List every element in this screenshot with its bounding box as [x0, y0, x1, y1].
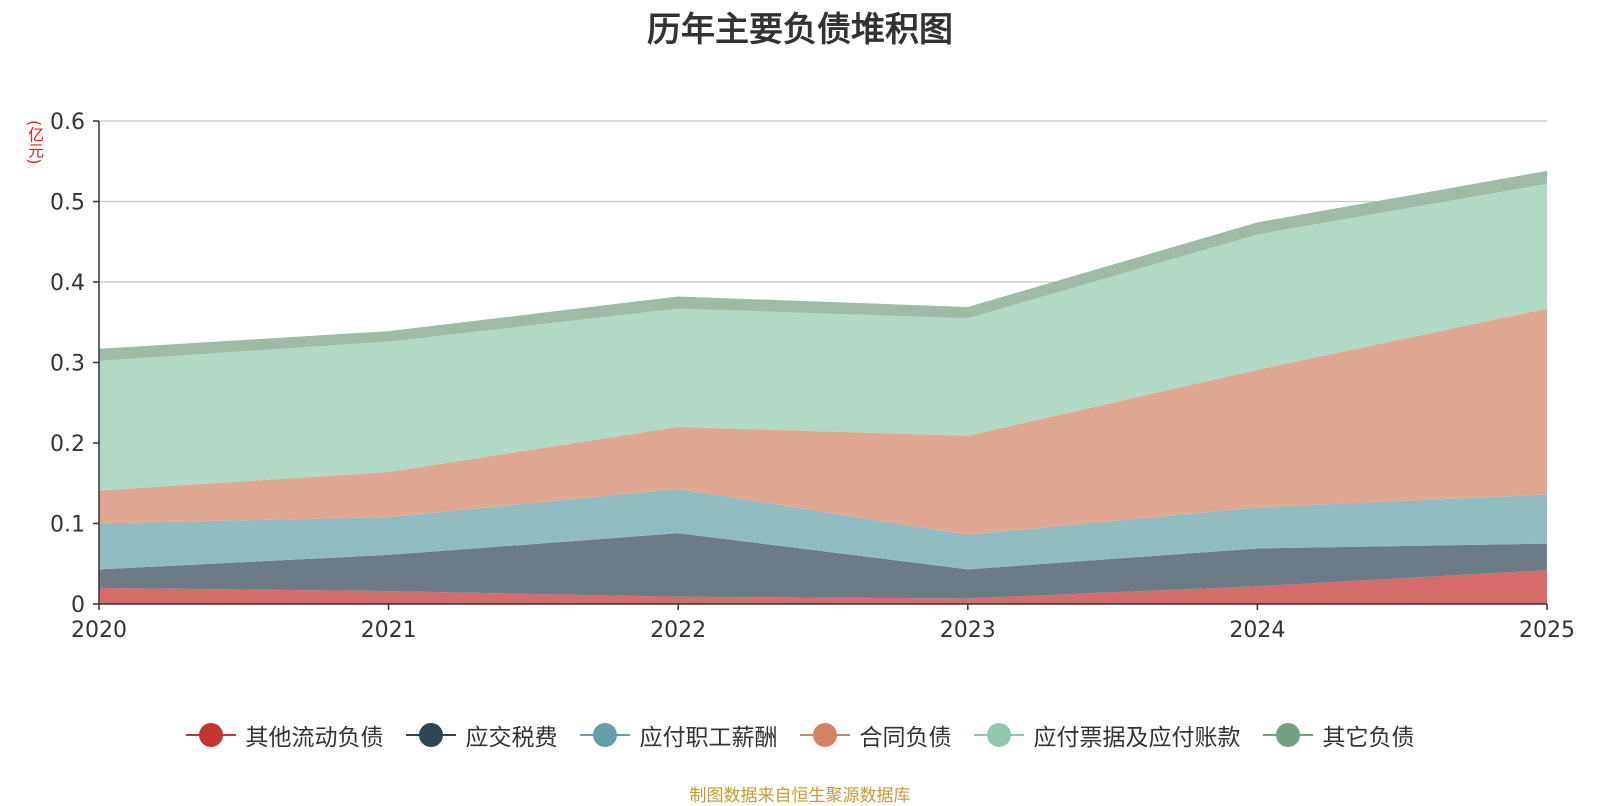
x-tick-label: 2020 — [71, 618, 127, 643]
x-tick-label: 2021 — [361, 618, 417, 643]
x-tick-label: 2022 — [650, 618, 706, 643]
x-tick-label: 2023 — [940, 618, 996, 643]
area-series-3 — [99, 488, 1547, 570]
legend-item-6[interactable]: 其它负债 — [1262, 718, 1415, 752]
legend-label: 应付职工薪酬 — [639, 725, 778, 751]
axes: 0 0.1 0.2 0.3 0.4 0.5 0.6 2020 2021 2022 2023 2024 2… — [50, 110, 1575, 643]
y-tick-label: 0.5 — [50, 191, 85, 216]
x-tick-label: 2025 — [1519, 618, 1575, 643]
legend-item-3[interactable]: 应付职工薪酬 — [579, 718, 778, 752]
legend-marker — [799, 722, 850, 748]
x-tick-label: 2024 — [1229, 618, 1285, 643]
legend-marker — [405, 722, 456, 748]
legend-item-1[interactable]: 其他流动负债 — [185, 718, 384, 752]
area-series-6 — [99, 170, 1547, 361]
legend-marker — [973, 722, 1024, 748]
legend-marker — [1262, 722, 1313, 748]
legend-label: 应交税费 — [465, 725, 558, 751]
y-tick-label: 0 — [71, 593, 85, 618]
y-tick-label: 0.2 — [50, 432, 85, 457]
chart-title: 历年主要负债堆积图 — [647, 10, 953, 50]
area-series — [99, 170, 1547, 604]
source-note: 制图数据来自恒生聚源数据库 — [689, 786, 911, 806]
legend-label: 其他流动负债 — [245, 725, 384, 751]
y-tick-label: 0.4 — [50, 271, 85, 296]
y-axis-unit-label: (亿元) — [25, 120, 44, 165]
legend-marker — [185, 722, 236, 748]
legend-label: 合同负债 — [859, 725, 952, 751]
legend-marker — [579, 722, 630, 748]
y-tick-label: 0.3 — [50, 352, 85, 377]
y-tick-label: 0.6 — [50, 110, 85, 135]
area-series-5 — [99, 183, 1547, 491]
area-series-1 — [99, 570, 1547, 604]
chart-plot: 0 0.1 0.2 0.3 0.4 0.5 0.6 2020 2021 2022 2023 2024 2… — [50, 110, 1575, 643]
y-tick-label: 0.1 — [50, 513, 85, 538]
legend-item-4[interactable]: 合同负债 — [799, 718, 952, 752]
legend: 其他流动负债 应交税费 应付职工薪酬 合同负债 应付票据及应付账款 其它负债 — [0, 718, 1600, 752]
legend-item-2[interactable]: 应交税费 — [405, 718, 558, 752]
legend-item-5[interactable]: 应付票据及应付账款 — [973, 718, 1241, 752]
area-series-4 — [99, 308, 1547, 535]
area-series-2 — [99, 533, 1547, 599]
legend-label: 应付票据及应付账款 — [1033, 725, 1241, 751]
legend-label: 其它负债 — [1322, 725, 1415, 751]
